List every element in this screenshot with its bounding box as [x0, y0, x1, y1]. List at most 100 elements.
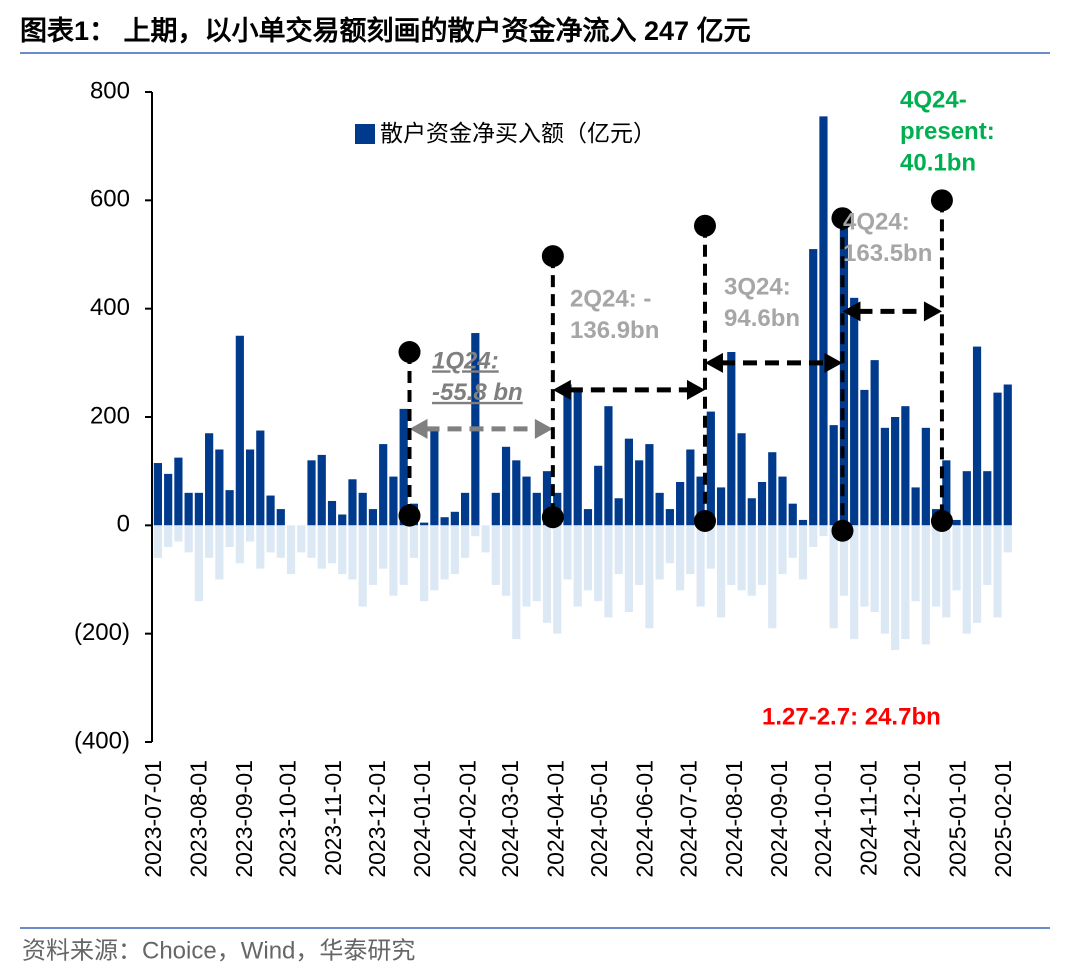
x-tick-label: 2024-05-01 [586, 760, 612, 878]
bar [768, 525, 777, 629]
bar [440, 517, 449, 526]
bar [624, 525, 634, 612]
annotation: 3Q24: [724, 273, 791, 300]
bar [460, 492, 470, 526]
bar [676, 482, 685, 526]
bar [430, 427, 439, 526]
legend-label: 散户资金净买入额（亿元） [380, 121, 656, 147]
bar [931, 525, 941, 607]
annotation: 136.9bn [570, 317, 659, 344]
bar [665, 525, 674, 564]
marker-dot [541, 245, 564, 268]
bar [676, 525, 685, 591]
marker-dot [930, 510, 953, 532]
bar [757, 525, 767, 585]
x-tick-label: 2024-03-01 [497, 760, 523, 878]
bar [880, 427, 889, 526]
bar [153, 525, 163, 558]
y-tick-label: (200) [74, 619, 130, 646]
marker-dot [693, 214, 716, 237]
bar [809, 249, 818, 526]
annotation: 4Q24- [900, 86, 967, 113]
legend-swatch [355, 124, 375, 144]
bar [164, 525, 173, 547]
bar [952, 525, 961, 591]
bar [921, 525, 930, 645]
bar [706, 411, 715, 526]
bar [727, 352, 736, 526]
bar [747, 498, 756, 526]
bar [839, 525, 849, 596]
bar [358, 525, 367, 607]
x-tick-label: 2024-02-01 [455, 760, 481, 878]
bar [174, 525, 183, 542]
x-tick-label: 2024-07-01 [675, 760, 701, 878]
bar [491, 525, 500, 585]
bar [358, 492, 367, 526]
bar [788, 503, 797, 526]
x-tick-label: 2023-08-01 [185, 760, 211, 878]
bar [563, 384, 572, 526]
bar [993, 392, 1002, 526]
marker-dot [398, 504, 421, 527]
bar [460, 525, 470, 558]
bar [583, 509, 593, 526]
bar [379, 525, 388, 569]
bar [184, 525, 193, 553]
bar [481, 525, 490, 553]
bar [266, 495, 275, 526]
marker-dot [541, 506, 564, 529]
bar [911, 525, 920, 602]
bar [512, 460, 521, 526]
bar [286, 525, 296, 575]
bar [798, 519, 808, 526]
y-tick-label: 800 [90, 77, 130, 104]
bar [665, 509, 674, 526]
bar [921, 427, 930, 526]
bar [276, 509, 285, 526]
x-tick-label: 2024-12-01 [899, 760, 925, 878]
bar [819, 525, 828, 537]
bar [860, 389, 869, 526]
bar [235, 525, 244, 564]
bar [645, 525, 654, 629]
bar [614, 525, 623, 575]
bar [655, 492, 664, 526]
bar [972, 346, 982, 526]
bar [1003, 525, 1012, 553]
bar [194, 492, 203, 526]
bar [205, 433, 214, 526]
x-tick-label: 2025-02-01 [990, 760, 1016, 878]
bar [440, 525, 449, 580]
bar [870, 525, 879, 612]
bar [501, 446, 511, 526]
bar [706, 525, 715, 569]
x-tick-label: 2024-04-01 [542, 760, 568, 878]
bar [583, 525, 593, 591]
annotation: 163.5bn [843, 240, 932, 267]
bar [235, 335, 244, 526]
bar [317, 454, 326, 526]
bar [379, 444, 388, 526]
bar [983, 471, 992, 526]
arrow-head [704, 352, 723, 373]
bar [942, 460, 951, 526]
bar [942, 525, 951, 618]
annotation: 40.1bn [900, 149, 976, 176]
bar [245, 525, 255, 542]
x-tick-label: 2023-07-01 [140, 760, 166, 878]
bar [635, 460, 644, 526]
marker-dot [930, 189, 953, 212]
y-tick-label: (400) [74, 727, 130, 754]
bar [215, 449, 224, 526]
bar [153, 463, 163, 526]
bar [604, 525, 613, 618]
bar [225, 525, 234, 547]
bar [215, 525, 224, 580]
bar [891, 417, 900, 526]
bar [614, 498, 623, 526]
bar [727, 525, 736, 585]
bar [757, 482, 767, 526]
x-tick-label: 2025-01-01 [945, 760, 971, 878]
bar [532, 525, 541, 602]
